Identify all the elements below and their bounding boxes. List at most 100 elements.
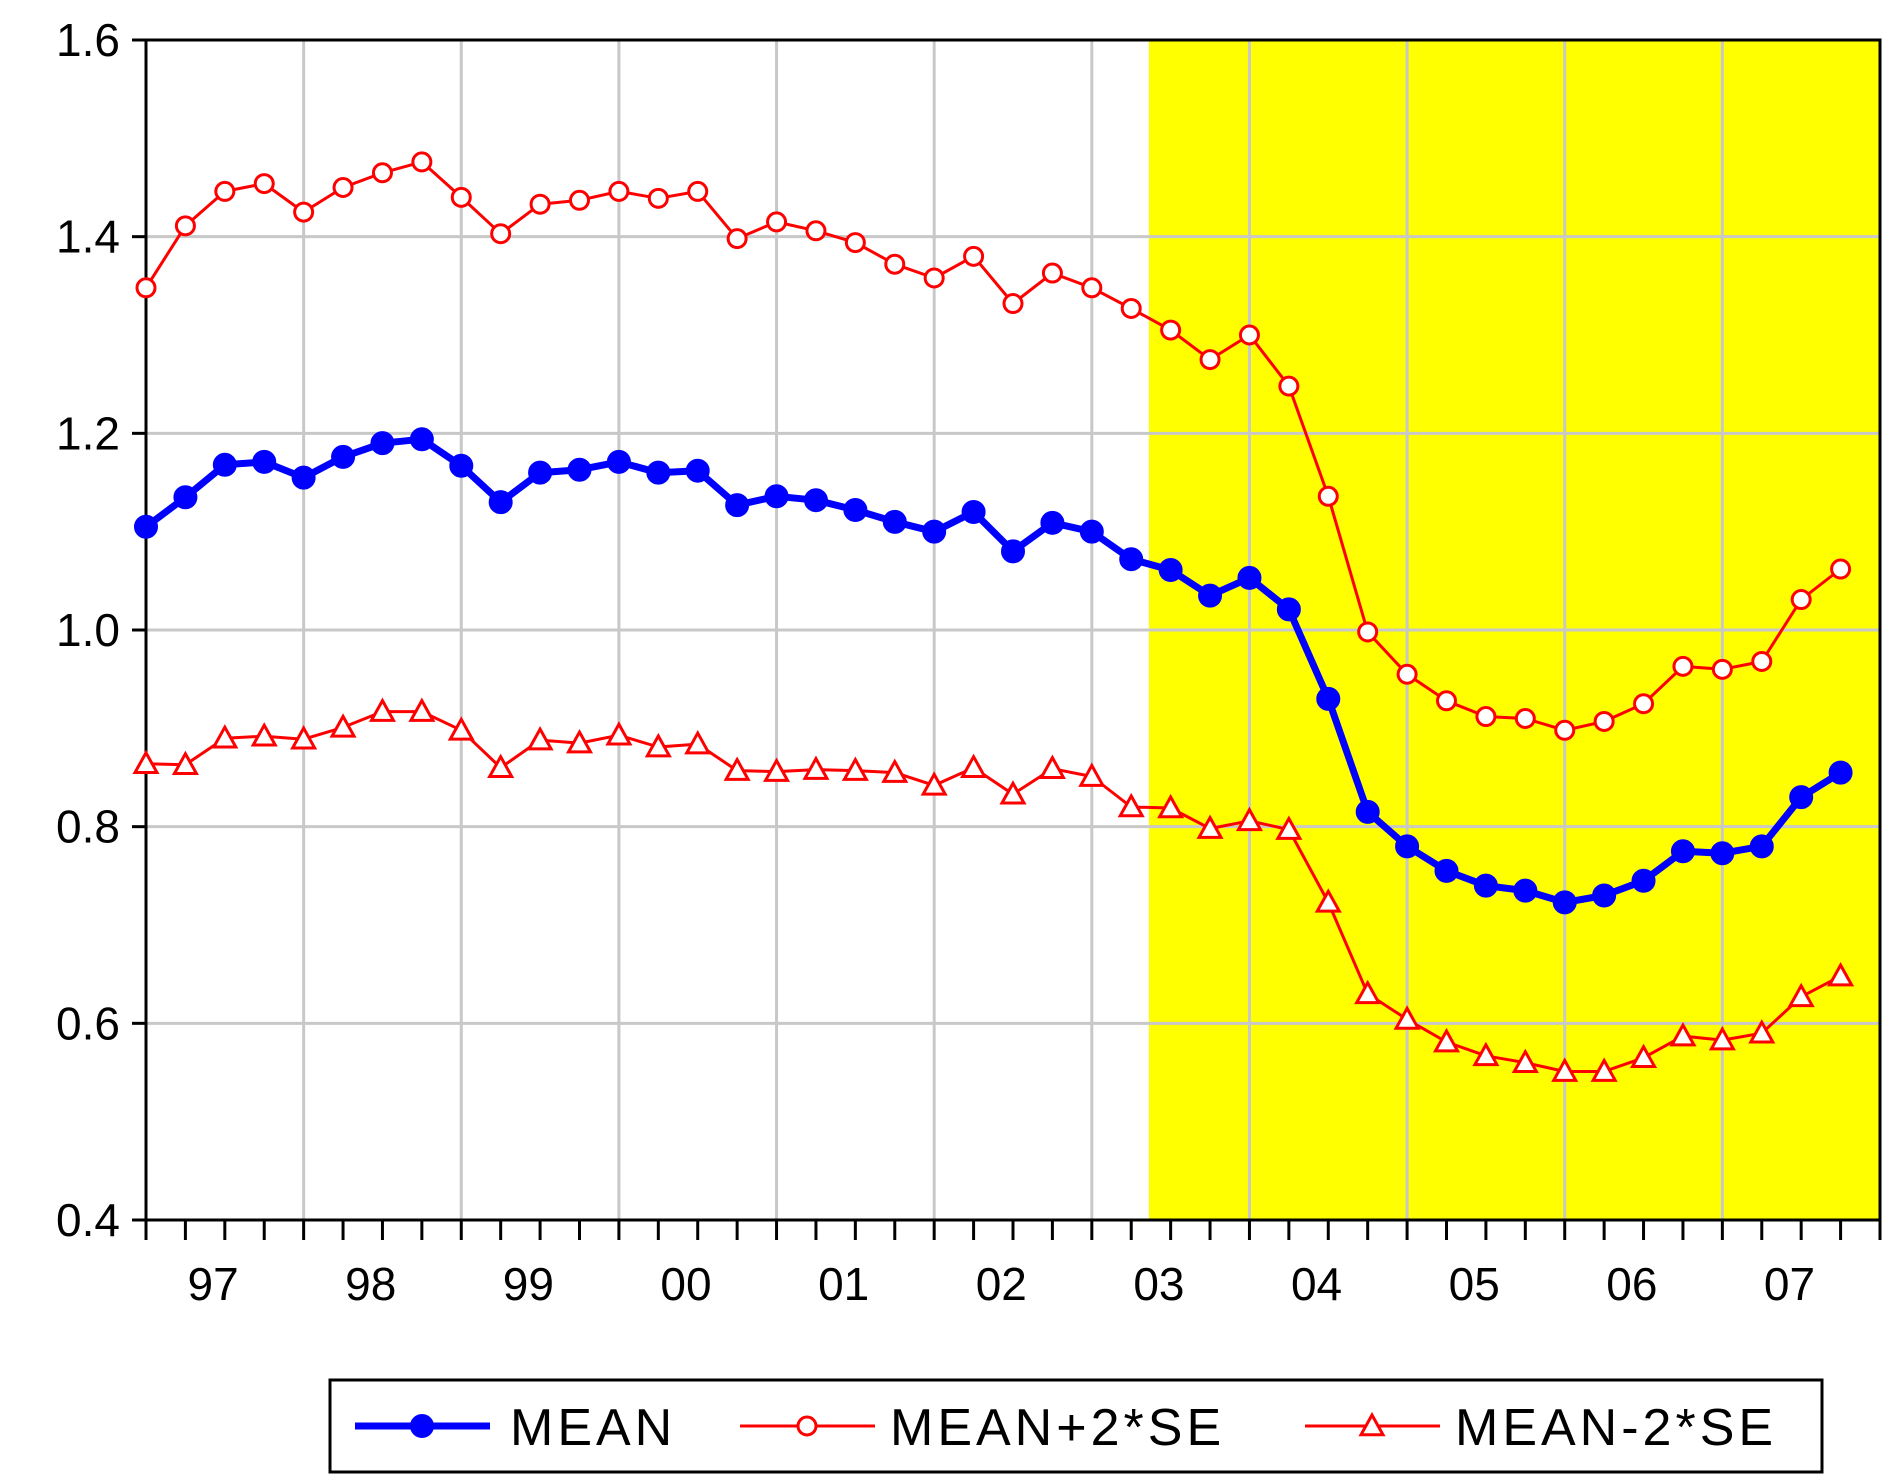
data-point (1748, 1019, 1776, 1044)
data-point (526, 726, 554, 751)
data-point (1789, 785, 1814, 810)
x-tick-label: 04 (1291, 1258, 1342, 1310)
legend-entry: MEAN (355, 1399, 676, 1457)
data-point (1078, 762, 1106, 787)
series-lines (132, 151, 1855, 1082)
data-point (1631, 868, 1656, 893)
data-point (802, 755, 830, 780)
data-point (1590, 1057, 1618, 1082)
data-point (408, 697, 436, 722)
data-point (371, 162, 393, 184)
data-point (449, 453, 474, 478)
data-point (1235, 806, 1264, 832)
data-point (922, 519, 947, 544)
legend-marker (410, 1414, 434, 1438)
data-point (647, 187, 669, 209)
data-point (211, 724, 239, 749)
data-point (528, 460, 553, 485)
data-point (1357, 621, 1379, 643)
data-point (1511, 1048, 1539, 1073)
data-point (171, 750, 199, 776)
data-point (450, 186, 472, 208)
data-point (1592, 883, 1617, 908)
y-axis: 0.4 0.6 0.8 1.0 1.2 1.4 1.6 (56, 14, 146, 1246)
data-point (1828, 760, 1853, 785)
x-tick-label: 98 (345, 1258, 396, 1310)
data-point (1157, 793, 1185, 819)
x-tick-label: 03 (1133, 1258, 1184, 1310)
data-point (1672, 655, 1694, 677)
legend-entry: MEAN-2*SE (1305, 1399, 1777, 1457)
data-point (569, 189, 590, 211)
data-point (1278, 375, 1300, 397)
data-point (881, 758, 909, 783)
data-point (1593, 710, 1615, 732)
data-point (1551, 1057, 1579, 1082)
data-point (999, 780, 1027, 805)
data-point (1001, 539, 1025, 564)
data-point (608, 180, 630, 202)
data-point (1708, 1025, 1736, 1051)
data-point (1316, 686, 1341, 711)
legend: MEAN MEAN+2*SE MEAN-2*SE (328, 1378, 1824, 1474)
data-point (1317, 485, 1339, 507)
data-point (1314, 888, 1342, 913)
data-point (725, 493, 750, 518)
data-point (1354, 979, 1382, 1005)
data-point (644, 732, 672, 758)
data-point (961, 500, 986, 524)
x-tick-label: 01 (818, 1258, 869, 1310)
data-point (960, 753, 988, 778)
data-point (565, 728, 594, 754)
series-mean-2-se (135, 151, 1852, 741)
data-point (1436, 690, 1457, 712)
data-point (1040, 510, 1065, 535)
data-point (1396, 663, 1418, 685)
data-point (174, 215, 196, 237)
data-point (1472, 1041, 1500, 1067)
data-point (329, 713, 357, 738)
data-point (214, 180, 236, 202)
data-point (1629, 1043, 1658, 1069)
data-point (1751, 650, 1773, 672)
data-point (1081, 277, 1103, 299)
legend-label: MEAN+2*SE (890, 1399, 1225, 1457)
data-point (368, 697, 397, 722)
data-point (1198, 583, 1223, 608)
x-tick-label: 05 (1449, 1258, 1500, 1310)
legend-label: MEAN-2*SE (1455, 1399, 1777, 1457)
y-tick-label: 0.4 (56, 1194, 120, 1246)
data-point (646, 460, 671, 485)
data-point (726, 228, 748, 250)
data-point (1710, 841, 1735, 866)
x-tick-label: 02 (976, 1258, 1027, 1310)
data-point (805, 220, 827, 242)
data-point (1160, 319, 1182, 341)
data-point (844, 232, 866, 254)
data-point (606, 449, 631, 474)
data-point (605, 721, 633, 746)
data-point (841, 756, 869, 781)
data-point (331, 444, 356, 469)
data-point (687, 180, 709, 202)
data-point (1711, 658, 1733, 680)
data-point (1830, 558, 1852, 580)
data-point (1827, 962, 1855, 987)
y-tick-label: 1.6 (56, 14, 120, 66)
series-mean-2-se (132, 697, 1855, 1082)
data-point (1199, 349, 1221, 371)
data-point (923, 267, 945, 289)
x-tick-label: 00 (660, 1258, 711, 1310)
data-point (567, 457, 592, 482)
data-point (1633, 693, 1655, 715)
legend-marker (796, 1415, 818, 1437)
data-point (963, 245, 985, 267)
data-point (1041, 262, 1063, 284)
y-tick-label: 1.2 (56, 407, 120, 459)
legend-label: MEAN (510, 1399, 676, 1457)
data-point (1119, 547, 1144, 572)
data-point (1514, 708, 1536, 729)
data-point (1276, 597, 1301, 622)
data-point (1473, 873, 1498, 898)
data-point (1554, 719, 1576, 741)
